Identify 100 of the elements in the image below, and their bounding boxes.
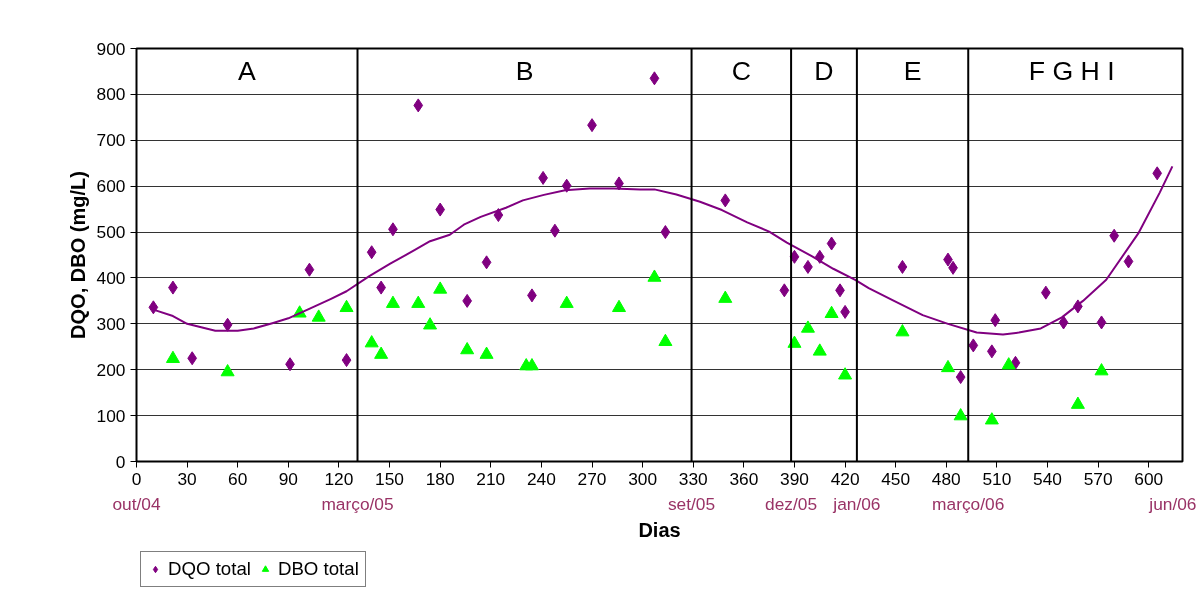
y-tick-label: 600 <box>96 176 126 197</box>
point <box>374 346 389 359</box>
point <box>1123 254 1134 269</box>
text: março/05 <box>321 493 394 514</box>
x-tick-label: 570 <box>1083 468 1113 489</box>
x-tick-label: 0 <box>131 468 142 489</box>
point <box>413 98 424 113</box>
legend-label: DQO total <box>168 558 251 580</box>
x-tick-label: 510 <box>982 468 1012 489</box>
text: jun/06 <box>1148 493 1197 514</box>
point <box>1001 357 1016 370</box>
point <box>435 202 446 217</box>
point <box>1070 396 1085 409</box>
y-tick-label: 900 <box>96 38 126 59</box>
point <box>148 300 159 315</box>
point <box>812 343 827 356</box>
y-axis-title: DQO, DBO (mg/L) <box>66 171 89 339</box>
point <box>720 193 731 208</box>
y-tick-label: 700 <box>96 130 126 151</box>
point <box>364 335 379 348</box>
point <box>800 320 815 333</box>
point <box>824 305 839 318</box>
y-tick-label: 800 <box>96 84 126 105</box>
y-tick-label: 100 <box>96 405 126 426</box>
point <box>1058 315 1069 330</box>
point <box>339 299 354 313</box>
point <box>838 367 853 380</box>
y-tick-label: 200 <box>96 359 126 380</box>
y-tick-label: 500 <box>96 222 126 243</box>
x-tick-label: 120 <box>324 468 354 489</box>
point <box>968 338 979 353</box>
point <box>1096 315 1107 330</box>
x-tick-label: 540 <box>1033 468 1062 489</box>
point <box>385 295 400 308</box>
point <box>524 358 539 371</box>
annotation: C <box>731 56 751 87</box>
point <box>789 249 800 264</box>
point <box>779 283 790 298</box>
point <box>647 269 662 282</box>
y-tick-label: 400 <box>96 267 126 288</box>
x-tick-label: 60 <box>228 468 248 489</box>
x-tick-label: 150 <box>375 468 405 489</box>
annotation: F G H I <box>1028 56 1115 87</box>
point <box>411 295 426 308</box>
point <box>220 364 235 377</box>
point <box>433 281 448 294</box>
x-tick-label: 390 <box>780 468 809 489</box>
point <box>897 259 908 274</box>
point <box>940 359 955 373</box>
x-tick-label: 270 <box>577 468 607 489</box>
x-tick-label: 30 <box>177 468 197 489</box>
point <box>1152 166 1163 181</box>
text: março/06 <box>932 493 1005 514</box>
x-tick-label: 90 <box>278 468 298 489</box>
point <box>423 317 438 330</box>
x-axis-title: Dias <box>638 518 681 541</box>
point <box>304 262 315 277</box>
point <box>1094 363 1109 376</box>
point <box>187 351 198 366</box>
point <box>990 313 1001 328</box>
x-tick-label: 240 <box>526 468 556 489</box>
point <box>984 412 999 425</box>
point <box>718 290 733 303</box>
x-tick-label: 210 <box>476 468 506 489</box>
point <box>311 309 326 322</box>
annotation: D <box>814 56 834 87</box>
point <box>953 408 968 421</box>
point <box>658 333 673 346</box>
point <box>660 225 671 240</box>
point <box>460 341 475 355</box>
point <box>165 350 180 363</box>
x-tick-label: 360 <box>729 468 759 489</box>
x-tick-label: 330 <box>678 468 708 489</box>
point <box>366 245 377 260</box>
x-tick-label: 600 <box>1134 468 1164 489</box>
y-tick-label: 0 <box>115 451 126 472</box>
point <box>955 370 966 385</box>
x-tick-label: 480 <box>931 468 961 489</box>
point <box>479 346 494 359</box>
x-tick-label: 300 <box>628 468 658 489</box>
x-tick-label: 450 <box>881 468 911 489</box>
text: jan/06 <box>832 493 881 514</box>
annotation: A <box>238 56 257 87</box>
annotation: E <box>903 56 922 87</box>
point <box>341 353 352 368</box>
y-tick-label: 300 <box>96 313 126 334</box>
text: dez/05 <box>765 493 818 514</box>
point <box>649 71 660 86</box>
legend-label: DBO total <box>277 558 359 580</box>
annotation: B <box>515 56 534 87</box>
point <box>1109 228 1120 243</box>
point <box>481 255 492 270</box>
point <box>493 208 504 223</box>
point <box>222 317 233 332</box>
point <box>561 178 572 193</box>
x-tick-label: 420 <box>830 468 860 489</box>
text: out/04 <box>112 493 161 514</box>
point <box>612 299 627 313</box>
text: set/05 <box>667 493 716 514</box>
point <box>559 295 574 308</box>
